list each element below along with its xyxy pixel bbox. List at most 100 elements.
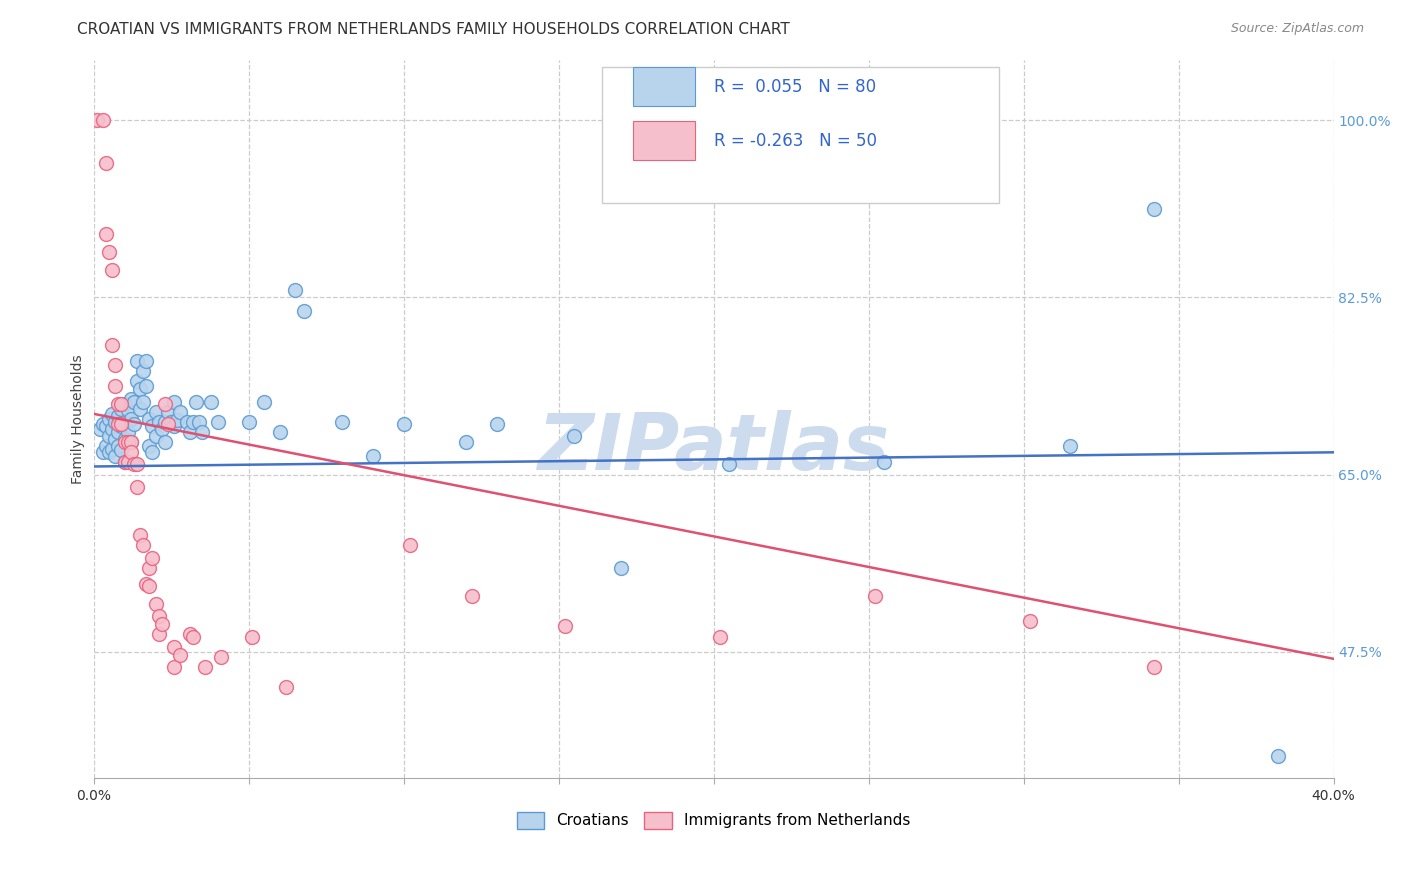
- Point: [135, 354, 157, 368]
- Point: [98, 412, 121, 426]
- Point: [122, 394, 145, 409]
- Point: [709, 630, 731, 644]
- Text: Source: ZipAtlas.com: Source: ZipAtlas.com: [1230, 22, 1364, 36]
- Point: [163, 640, 186, 654]
- Point: [274, 680, 297, 694]
- Point: [132, 538, 155, 552]
- Point: [104, 432, 127, 446]
- Point: [86, 113, 108, 128]
- Point: [163, 660, 186, 674]
- Point: [114, 455, 136, 469]
- Point: [145, 597, 167, 611]
- Point: [122, 458, 145, 472]
- Point: [361, 450, 384, 464]
- Point: [91, 417, 114, 431]
- Point: [160, 415, 183, 429]
- Point: [135, 577, 157, 591]
- Text: R = -0.263   N = 50: R = -0.263 N = 50: [713, 132, 876, 150]
- Point: [110, 419, 132, 434]
- Point: [101, 407, 124, 421]
- FancyBboxPatch shape: [633, 67, 695, 106]
- Point: [104, 450, 127, 464]
- Point: [1143, 202, 1166, 217]
- Text: R =  0.055   N = 80: R = 0.055 N = 80: [713, 78, 876, 96]
- Point: [98, 244, 121, 259]
- Point: [485, 417, 508, 431]
- Text: ZIPatlas: ZIPatlas: [537, 409, 890, 485]
- Point: [169, 648, 191, 662]
- Point: [609, 560, 631, 574]
- Point: [101, 338, 124, 352]
- Point: [1059, 439, 1081, 453]
- Point: [562, 429, 585, 443]
- Point: [209, 649, 232, 664]
- Point: [863, 589, 886, 603]
- Point: [269, 425, 291, 439]
- Point: [153, 435, 176, 450]
- Point: [169, 405, 191, 419]
- Point: [114, 455, 136, 469]
- Point: [141, 550, 163, 565]
- Point: [181, 415, 204, 429]
- Y-axis label: Family Households: Family Households: [72, 354, 86, 483]
- FancyBboxPatch shape: [633, 120, 695, 161]
- Point: [179, 425, 201, 439]
- Point: [94, 439, 117, 453]
- Point: [153, 415, 176, 429]
- Point: [107, 425, 129, 439]
- Point: [91, 113, 114, 128]
- Point: [141, 419, 163, 434]
- Point: [156, 417, 179, 431]
- Point: [138, 412, 160, 426]
- Point: [184, 394, 207, 409]
- Point: [117, 435, 139, 450]
- Point: [253, 394, 276, 409]
- Point: [107, 397, 129, 411]
- FancyBboxPatch shape: [602, 67, 998, 203]
- Point: [238, 415, 260, 429]
- Point: [117, 402, 139, 417]
- Point: [122, 417, 145, 431]
- Point: [132, 394, 155, 409]
- Point: [392, 417, 415, 431]
- Point: [114, 397, 136, 411]
- Point: [110, 443, 132, 458]
- Point: [398, 538, 420, 552]
- Point: [98, 429, 121, 443]
- Point: [150, 617, 173, 632]
- Point: [110, 397, 132, 411]
- Point: [129, 401, 152, 416]
- Point: [330, 415, 353, 429]
- Point: [104, 358, 127, 372]
- Point: [166, 413, 188, 427]
- Legend: Croatians, Immigrants from Netherlands: Croatians, Immigrants from Netherlands: [510, 805, 917, 835]
- Point: [129, 382, 152, 396]
- Point: [284, 284, 307, 298]
- Point: [94, 227, 117, 241]
- Point: [145, 405, 167, 419]
- Point: [117, 425, 139, 439]
- Point: [138, 560, 160, 574]
- Point: [292, 303, 315, 318]
- Point: [163, 394, 186, 409]
- Point: [114, 435, 136, 450]
- Point: [110, 401, 132, 416]
- Point: [125, 458, 148, 472]
- Point: [91, 445, 114, 459]
- Point: [156, 405, 179, 419]
- Point: [138, 439, 160, 453]
- Point: [104, 378, 127, 392]
- Point: [98, 445, 121, 459]
- Point: [1143, 660, 1166, 674]
- Point: [153, 397, 176, 411]
- Point: [207, 415, 229, 429]
- Point: [188, 415, 211, 429]
- Point: [1018, 615, 1040, 629]
- Point: [148, 415, 170, 429]
- Point: [89, 422, 111, 436]
- Point: [129, 528, 152, 542]
- Point: [125, 375, 148, 389]
- Point: [240, 630, 263, 644]
- Point: [120, 435, 142, 450]
- Point: [194, 660, 217, 674]
